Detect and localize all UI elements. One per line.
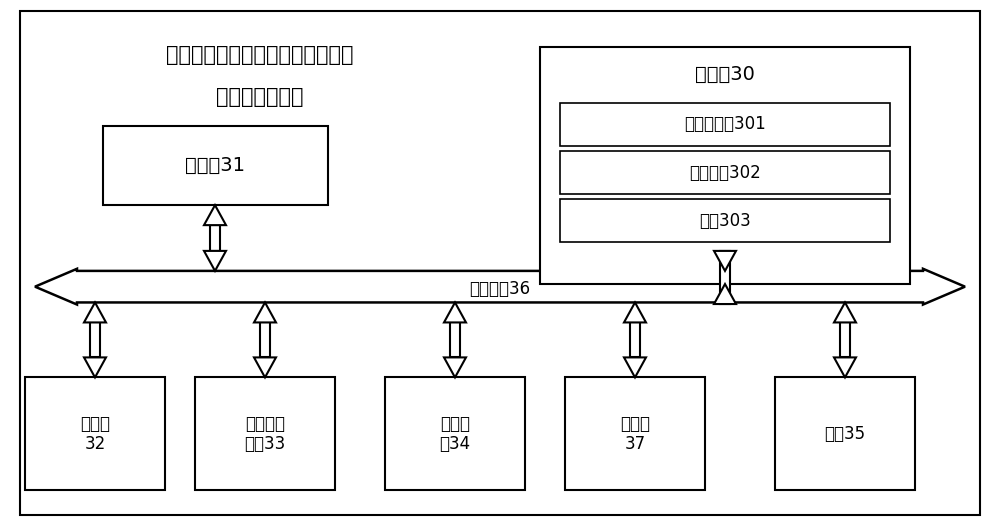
Polygon shape (204, 205, 226, 225)
Text: 传感器
37: 传感器 37 (620, 414, 650, 453)
Polygon shape (254, 358, 276, 378)
Bar (385, 378, 525, 490)
Text: 处理器31: 处理器31 (185, 156, 245, 175)
Polygon shape (714, 251, 736, 271)
Bar (540, 47, 910, 284)
Polygon shape (840, 322, 850, 358)
Polygon shape (210, 225, 220, 251)
Bar (560, 103, 890, 146)
Bar (25, 378, 165, 490)
Polygon shape (204, 251, 226, 271)
Polygon shape (260, 322, 270, 358)
Bar (560, 151, 890, 194)
Bar (565, 378, 705, 490)
Polygon shape (720, 251, 730, 304)
Polygon shape (714, 284, 736, 304)
Text: 输入输出
接口33: 输入输出 接口33 (244, 414, 286, 453)
Polygon shape (834, 358, 856, 378)
Polygon shape (84, 302, 106, 322)
Text: 通信接
口34: 通信接 口34 (439, 414, 471, 453)
Polygon shape (84, 358, 106, 378)
Polygon shape (624, 358, 646, 378)
Text: 数据303: 数据303 (699, 212, 751, 230)
Polygon shape (35, 269, 965, 305)
Text: 分布式对象存储系统的分级存储迁: 分布式对象存储系统的分级存储迁 (166, 45, 354, 65)
Bar (560, 199, 890, 242)
Text: 操作系统302: 操作系统302 (689, 164, 761, 181)
Polygon shape (444, 358, 466, 378)
Text: 移速度控制装置: 移速度控制装置 (216, 87, 304, 107)
Polygon shape (630, 322, 640, 358)
Polygon shape (834, 302, 856, 322)
Bar (103, 126, 328, 205)
Polygon shape (624, 302, 646, 322)
Polygon shape (450, 322, 460, 358)
Polygon shape (90, 322, 100, 358)
Polygon shape (254, 302, 276, 322)
Bar (195, 378, 335, 490)
Text: 计算机程序301: 计算机程序301 (684, 115, 766, 133)
Bar (775, 378, 915, 490)
Text: 存储器30: 存储器30 (695, 65, 755, 84)
Text: 显示屏
32: 显示屏 32 (80, 414, 110, 453)
Polygon shape (444, 302, 466, 322)
Text: 电源35: 电源35 (824, 425, 866, 443)
Text: 通信总线36: 通信总线36 (469, 280, 531, 298)
